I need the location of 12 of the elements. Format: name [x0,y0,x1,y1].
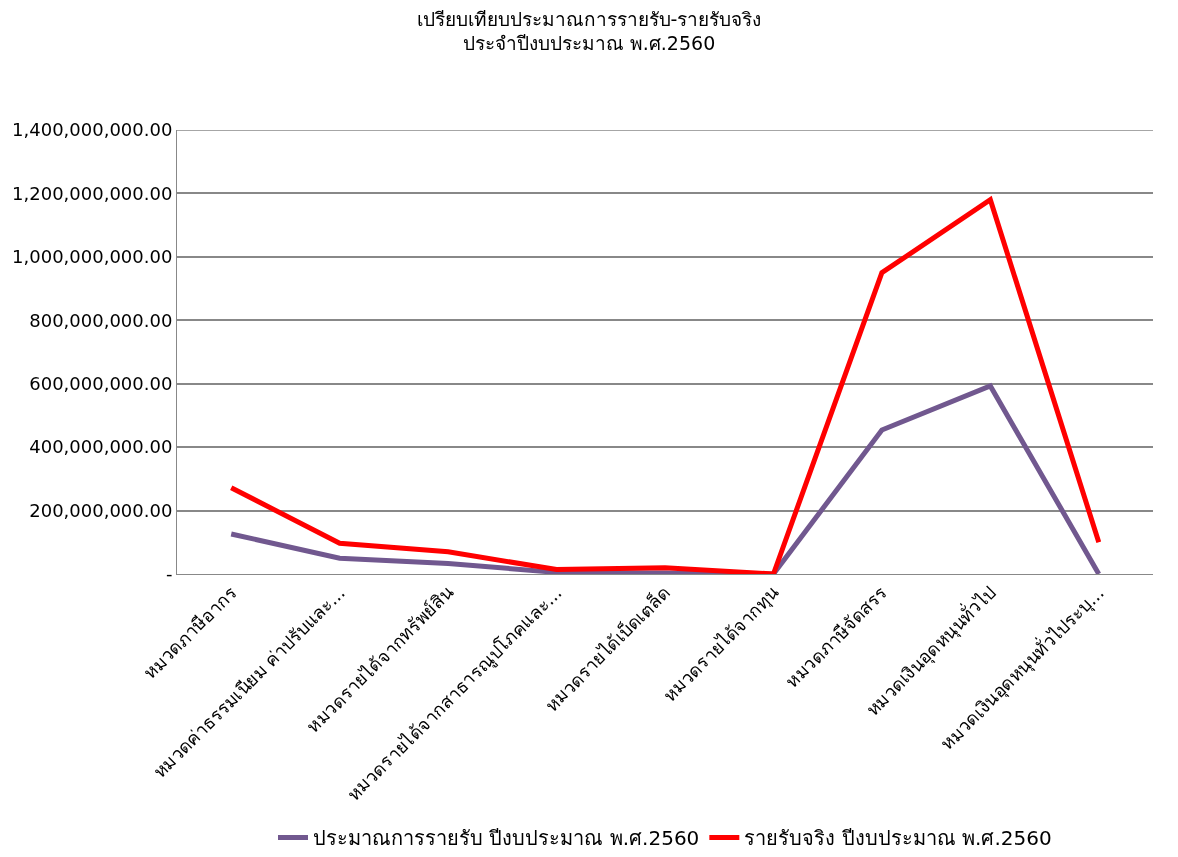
chart-title: เปรียบเทียบประมาณการรายรับ-รายรับจริง [416,7,762,30]
legend-label: รายรับจริง ปีงบประมาณ พ.ศ.2560 [744,826,1052,851]
y-tick-label: - [165,563,173,585]
y-tick-label: 1,000,000,000.00 [12,246,173,268]
legend-label: ประมาณการรายรับ ปีงบประมาณ พ.ศ.2560 [313,826,700,851]
y-tick-label: 800,000,000.00 [29,309,173,331]
chart-subtitle: ประจำปีงบประมาณ พ.ศ.2560 [462,32,716,55]
y-tick-label: 600,000,000.00 [29,373,173,395]
y-tick-label: 200,000,000.00 [29,499,173,521]
y-tick-label: 400,000,000.00 [29,436,173,458]
y-tick-label: 1,200,000,000.00 [12,182,173,204]
y-tick-label: 1,400,000,000.00 [12,119,173,141]
